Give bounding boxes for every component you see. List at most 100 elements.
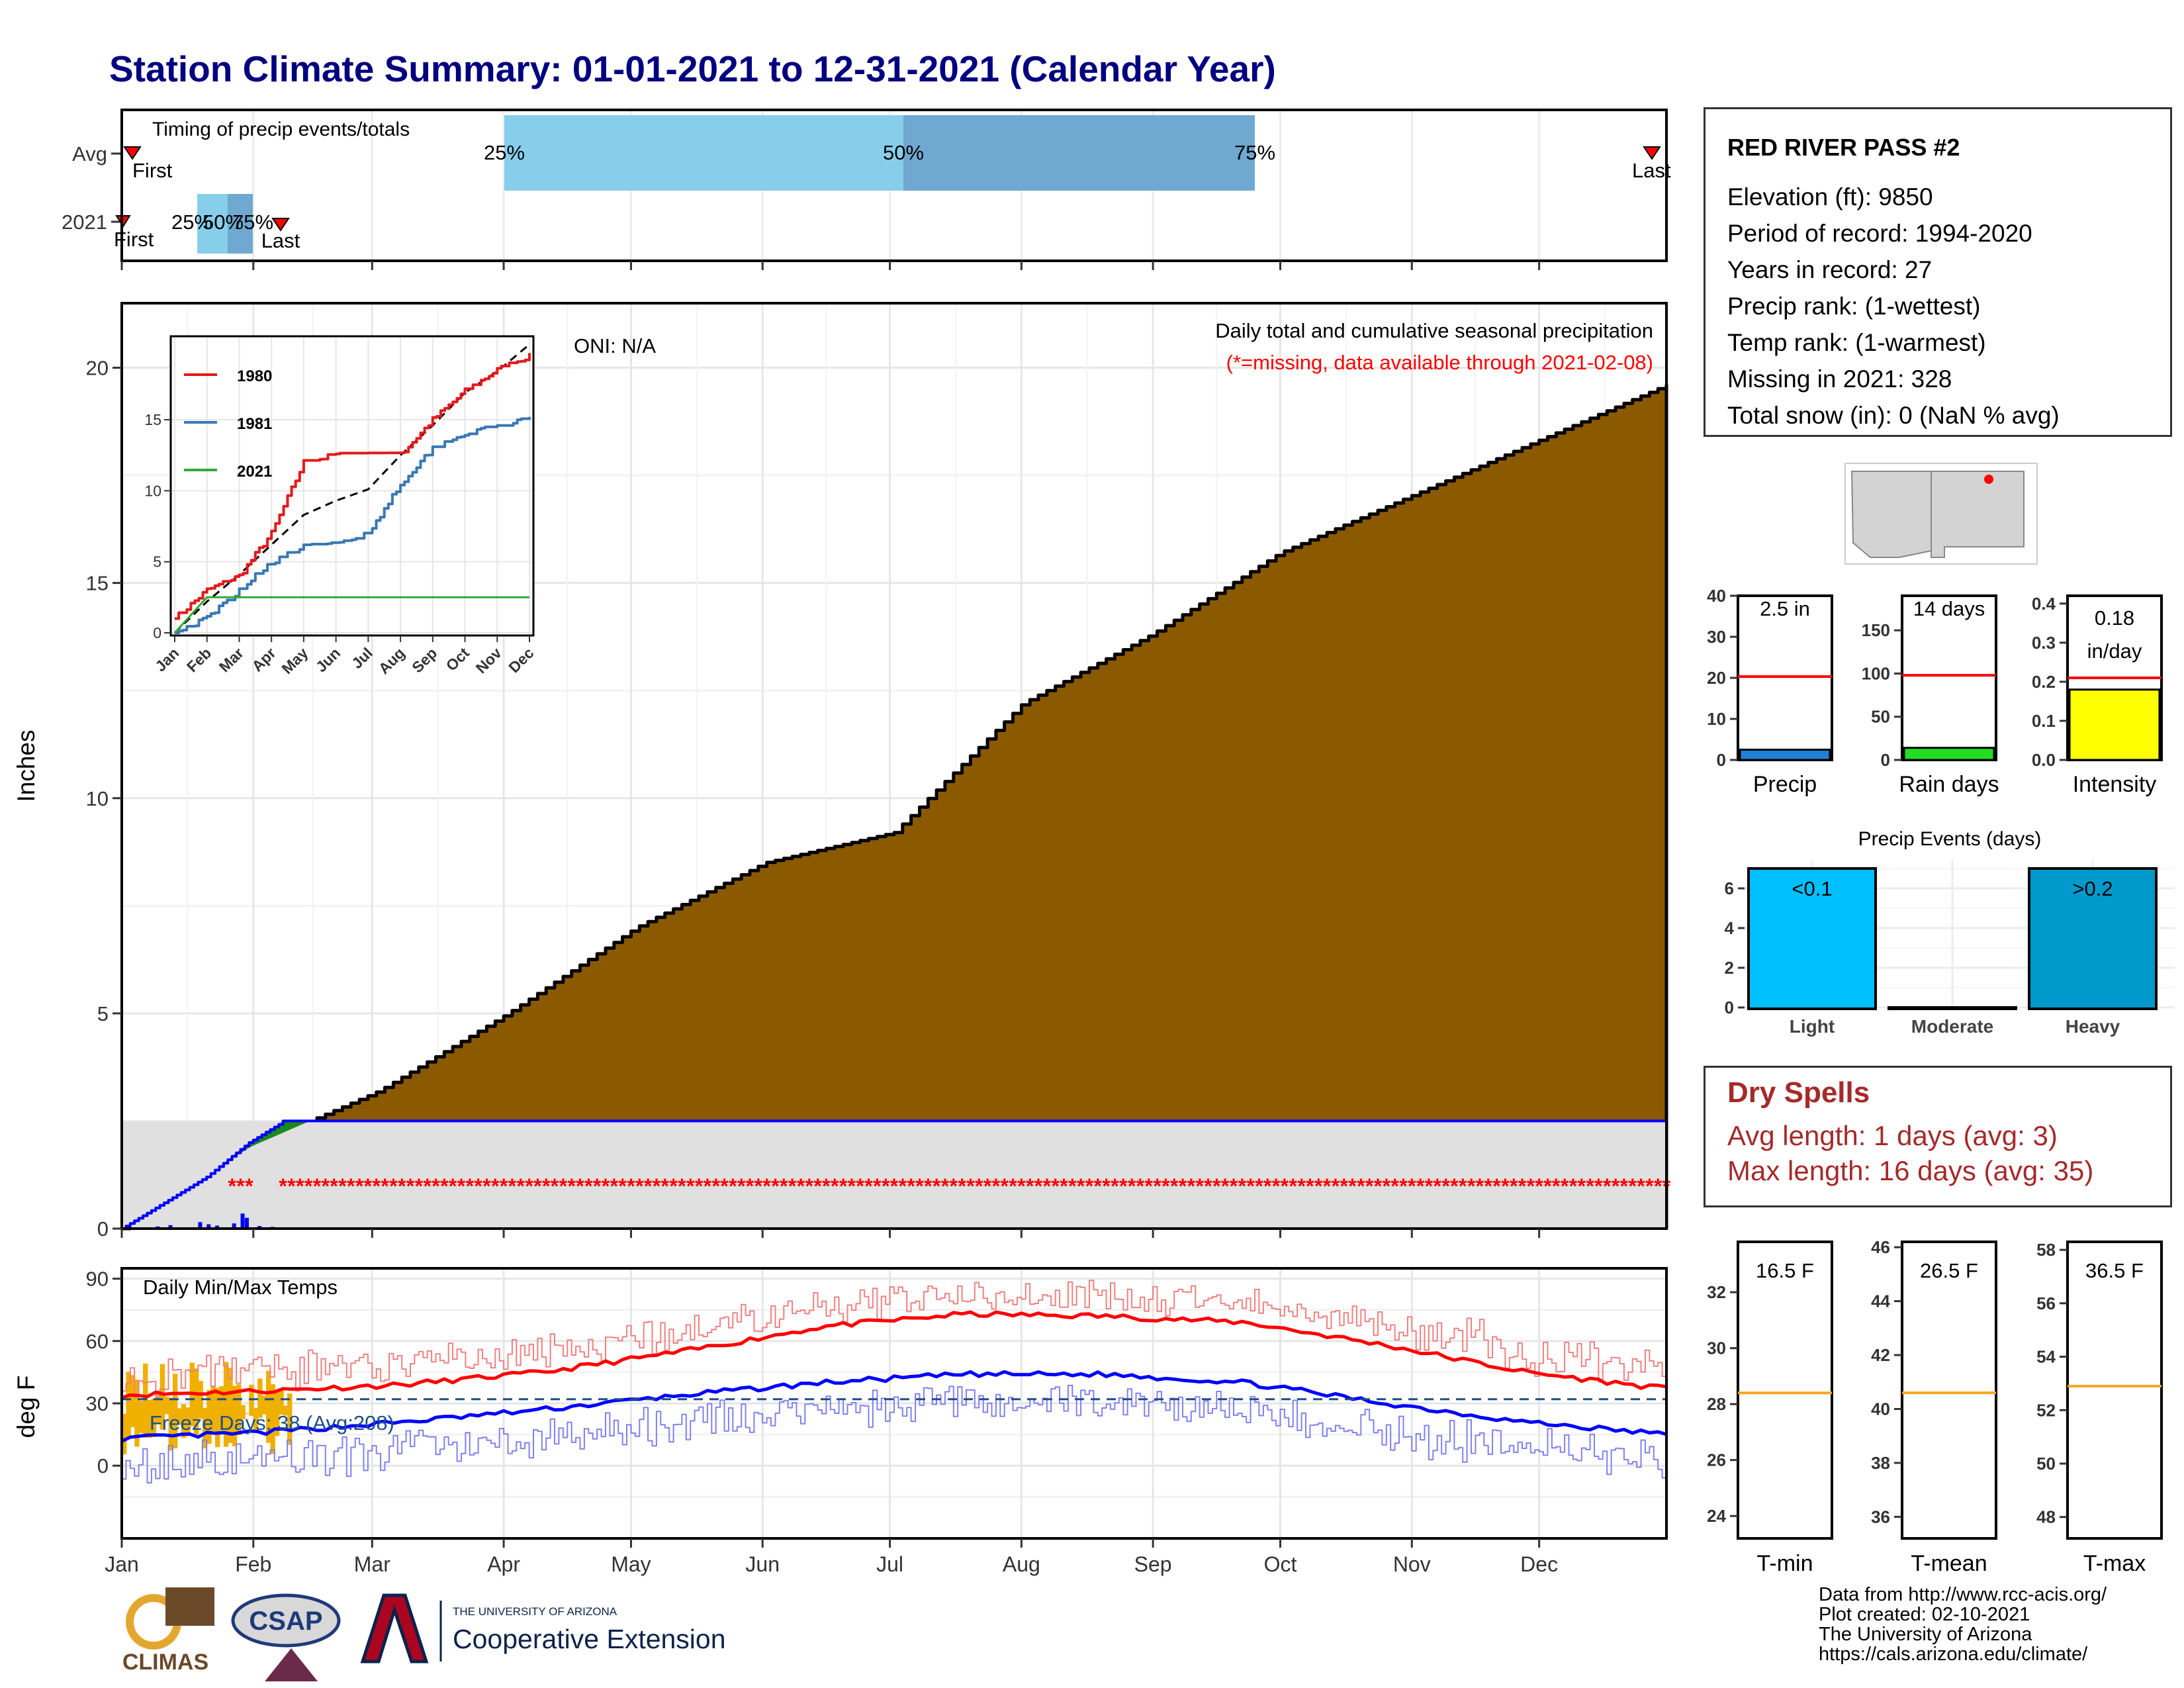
climas-logo-block — [165, 1587, 214, 1626]
missing-marker: * — [1170, 1174, 1179, 1198]
temp-gauge-y-tick-label: 30 — [1707, 1338, 1726, 1358]
missing-marker: * — [669, 1174, 678, 1198]
missing-marker: * — [1492, 1174, 1501, 1198]
temps-y-tick-label: 90 — [86, 1268, 109, 1291]
dry-spells-max: Max length: 16 days (avg: 35) — [1727, 1155, 2093, 1186]
missing-marker: * — [236, 1174, 245, 1198]
csap-logo-cloud — [231, 1593, 341, 1648]
temp-gauge-y-tick-label: 40 — [1871, 1399, 1890, 1419]
missing-marker: * — [1094, 1174, 1103, 1198]
missing-marker: * — [1628, 1174, 1637, 1198]
missing-marker: * — [1383, 1174, 1391, 1198]
precip-subtitle: Daily total and cumulative seasonal prec… — [1215, 319, 1653, 342]
freeze-day-bar — [253, 1407, 259, 1431]
gauge-value-bar — [1739, 749, 1831, 761]
missing-marker: * — [330, 1174, 338, 1198]
missing-marker: * — [1467, 1174, 1476, 1198]
missing-marker: * — [992, 1174, 1001, 1198]
month-tick-label: Dec — [1520, 1552, 1558, 1576]
missing-marker: * — [1128, 1174, 1136, 1198]
missing-marker: * — [635, 1174, 644, 1198]
missing-marker: * — [1136, 1174, 1145, 1198]
temps-label: Daily Min/Max Temps — [143, 1276, 338, 1299]
missing-marker: * — [1111, 1174, 1119, 1198]
station-info-line: Temp rank: (1-warmest) — [1727, 329, 1986, 356]
missing-marker: * — [831, 1174, 839, 1198]
gauge-y-tick-label: 50 — [1871, 707, 1890, 727]
missing-marker: * — [1484, 1174, 1492, 1198]
station-info-line: Elevation (ft): 9850 — [1727, 183, 1933, 211]
missing-marker: * — [432, 1174, 440, 1198]
temp-gauge-name: T-mean — [1911, 1551, 1987, 1576]
freeze-day-bar — [134, 1380, 140, 1447]
missing-marker: * — [381, 1174, 389, 1198]
ua-logo-a — [360, 1593, 429, 1664]
avg-q50-label: 50% — [883, 141, 924, 164]
gauge-frame — [1901, 594, 1997, 761]
missing-marker: * — [737, 1174, 746, 1198]
temp-gauge-frame — [1901, 1241, 1997, 1540]
missing-marker: * — [1017, 1174, 1026, 1198]
freeze-day-bar — [181, 1404, 187, 1438]
precip-event-bar — [1747, 867, 1877, 1010]
missing-marker: * — [1323, 1174, 1332, 1198]
month-tick-label: Jan — [105, 1552, 139, 1576]
temp-gauge-value-label: 16.5 F — [1756, 1259, 1814, 1282]
y2021-q25-label: 25% — [171, 211, 212, 234]
missing-marker: * — [1306, 1174, 1314, 1198]
missing-marker: * — [771, 1174, 780, 1198]
missing-marker: * — [457, 1174, 466, 1198]
inset-frame — [169, 335, 535, 637]
missing-marker: * — [551, 1174, 559, 1198]
month-tick-label: Mar — [354, 1552, 390, 1576]
freeze-day-bar — [274, 1391, 280, 1436]
y2021-first-label: First — [114, 228, 154, 251]
missing-marker: * — [746, 1174, 754, 1198]
precip-events-y-tick-label: 6 — [1725, 878, 1734, 898]
missing-marker: * — [602, 1174, 610, 1198]
missing-marker: * — [704, 1174, 712, 1198]
missing-marker: * — [364, 1174, 373, 1198]
daily-precip-bar — [198, 1222, 203, 1229]
y2021-q75-label: 75% — [232, 211, 273, 234]
freeze-day-bar — [172, 1374, 178, 1449]
freeze-day-bar — [185, 1407, 191, 1436]
missing-marker: * — [245, 1174, 253, 1198]
missing-marker: * — [788, 1174, 797, 1198]
missing-marker: * — [924, 1174, 933, 1198]
freeze-day-bar — [244, 1413, 250, 1414]
missing-marker: * — [983, 1174, 992, 1198]
missing-marker: * — [882, 1174, 890, 1198]
missing-marker: * — [1230, 1174, 1238, 1198]
precip-events-y-tick-label: 0 — [1725, 998, 1734, 1017]
surplus-area — [206, 1121, 338, 1177]
missing-marker: * — [1034, 1174, 1043, 1198]
missing-marker: * — [864, 1174, 873, 1198]
gauge-y-tick-label: 0 — [1717, 750, 1726, 770]
missing-marker: * — [1332, 1174, 1340, 1198]
precip-events-y-tick-label: 4 — [1725, 918, 1735, 938]
missing-marker: * — [372, 1174, 381, 1198]
inset-series-1981 — [175, 416, 531, 634]
missing-marker: * — [1195, 1174, 1204, 1198]
missing-marker: * — [627, 1174, 635, 1198]
freeze-day-bar — [270, 1383, 275, 1454]
station-info-line: Missing in 2021: 328 — [1727, 365, 1952, 393]
dry-spells-title: Dry Spells — [1727, 1076, 1870, 1109]
missing-marker: * — [966, 1174, 975, 1198]
temp-gauge-y-tick-label: 54 — [2036, 1347, 2056, 1367]
gauge-y-tick-label: 0.4 — [2032, 594, 2056, 614]
missing-marker: * — [1340, 1174, 1348, 1198]
missing-marker: * — [653, 1174, 661, 1198]
missing-marker: * — [678, 1174, 686, 1198]
precip-panel-frame — [120, 302, 1668, 1230]
missing-marker: * — [491, 1174, 500, 1198]
precip-event-bar-label: <0.1 — [1792, 877, 1832, 900]
temp-gauge-y-tick-label: 28 — [1707, 1394, 1726, 1414]
month-tick-label: May — [611, 1552, 651, 1576]
climas-logo-text: CLIMAS — [122, 1650, 208, 1675]
missing-marker: * — [1374, 1174, 1383, 1198]
temp-gauge-y-tick-label: 46 — [1871, 1237, 1890, 1257]
missing-marker: * — [1433, 1174, 1442, 1198]
missing-marker: * — [525, 1174, 533, 1198]
